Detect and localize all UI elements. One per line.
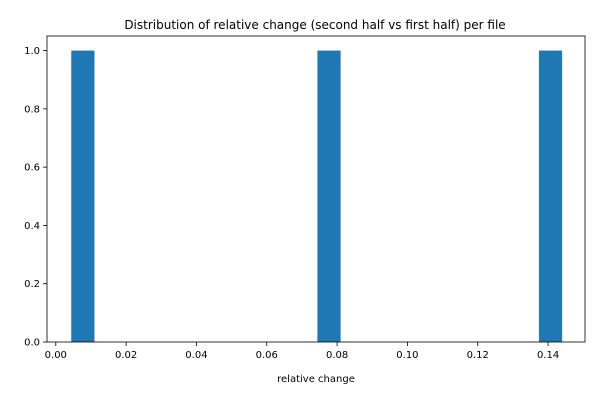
histogram-bar-3 — [538, 50, 563, 342]
y-axis: 0.0 0.2 0.4 0.6 0.8 1.0 — [24, 46, 47, 349]
plot-frame — [46, 35, 586, 343]
y-tick-label: 0.4 — [24, 221, 40, 232]
y-tick-label: 0.0 — [24, 338, 40, 349]
chart-title: Distribution of relative change (second … — [124, 18, 505, 32]
x-tick-label: 0.10 — [396, 350, 418, 361]
x-tick-label: 0.08 — [326, 350, 348, 361]
x-tick-label: 0.12 — [467, 350, 489, 361]
y-tick-label: 0.6 — [24, 163, 40, 174]
y-tick-label: 1.0 — [24, 46, 40, 57]
x-axis: 0.00 0.02 0.04 0.06 0.08 0.10 0.12 0.14 — [45, 342, 559, 361]
x-tick-label: 0.14 — [537, 350, 559, 361]
x-tick-label: 0.04 — [185, 350, 207, 361]
x-tick-label: 0.06 — [256, 350, 278, 361]
y-tick-label: 0.2 — [24, 279, 40, 290]
y-tick-label: 0.8 — [24, 104, 40, 115]
histogram-bar-1 — [71, 50, 95, 342]
x-axis-label: relative change — [277, 374, 355, 385]
x-tick-label: 0.00 — [45, 350, 67, 361]
bars-group — [71, 50, 563, 342]
x-tick-label: 0.02 — [115, 350, 137, 361]
histogram-bar-2 — [317, 50, 341, 342]
